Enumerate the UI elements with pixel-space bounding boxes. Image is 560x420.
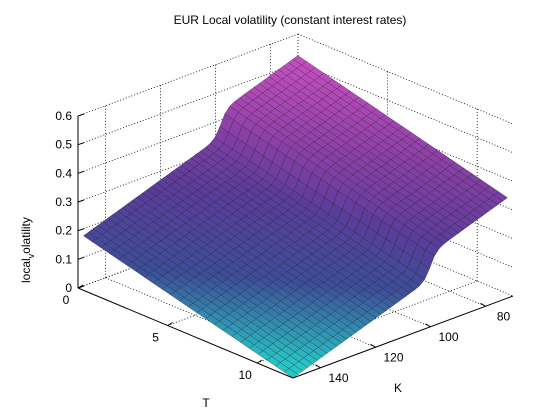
z-tick-label: 0 <box>65 281 72 295</box>
z-tick-label: 0.1 <box>55 252 72 266</box>
z-tick <box>77 142 85 146</box>
z-tick <box>77 199 85 203</box>
z-gridline <box>77 33 299 117</box>
z-tick-label: 0.3 <box>55 195 72 209</box>
y-tick-label: 120 <box>383 350 403 364</box>
x-axis-label: T <box>202 396 210 410</box>
x-tick-label: 5 <box>152 331 159 345</box>
y-tick-label: 140 <box>328 371 348 385</box>
x-tick <box>256 359 263 364</box>
z-tick <box>77 113 85 117</box>
svg-text:localvolatility: localvolatility <box>19 217 36 283</box>
z-axis-label-main: local <box>19 258 33 283</box>
z-axis-label: localvolatility <box>19 217 36 283</box>
z-tick <box>77 170 85 174</box>
x-tick <box>77 284 84 289</box>
surface-patch <box>283 368 299 379</box>
tick-labels: 0 0.1 0.2 0.3 0.4 0.5 0.6 0 5 10 80 100 120 140 <box>55 109 510 385</box>
y-axis-label: K <box>394 381 402 395</box>
y-axis-line <box>292 295 514 379</box>
z-axis-label-rest: olatility <box>19 217 33 254</box>
y-tick <box>315 364 321 369</box>
z-axis-label-sub: v <box>26 253 36 258</box>
z-tick-label: 0.6 <box>55 109 72 123</box>
y-tick-label: 100 <box>438 330 458 344</box>
y-tick <box>370 343 376 348</box>
surface-mesh <box>83 55 508 379</box>
x-tick-label: 10 <box>238 368 252 382</box>
z-tick <box>77 228 85 232</box>
z-tick-label: 0.2 <box>55 224 72 238</box>
chart-title: EUR Local volatility (constant interest … <box>174 13 407 27</box>
z-tick <box>77 256 85 260</box>
z-tick-label: 0.5 <box>55 138 72 152</box>
y-tick <box>425 323 431 328</box>
z-gridline <box>77 62 299 146</box>
y-tick <box>480 302 486 307</box>
y-tick-label: 80 <box>497 309 511 323</box>
z-tick-label: 0.4 <box>55 166 72 180</box>
x-tick <box>167 322 173 326</box>
x-tick-label: 0 <box>63 293 70 307</box>
